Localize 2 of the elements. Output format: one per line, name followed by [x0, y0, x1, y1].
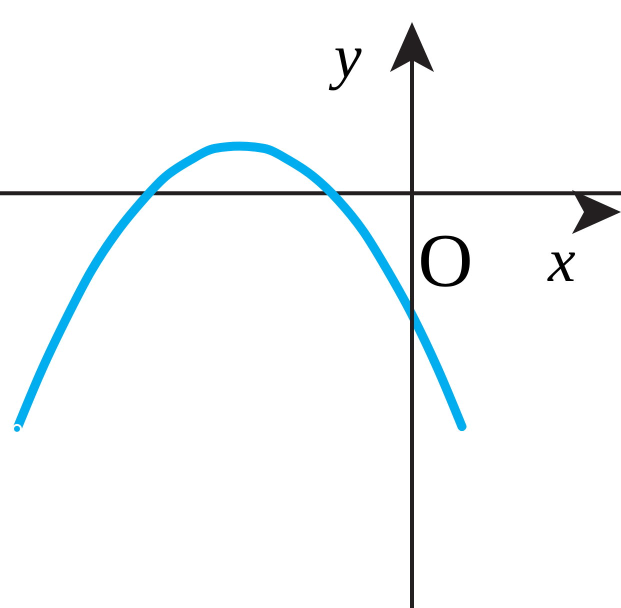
- x-axis-title: x: [548, 226, 576, 296]
- annotation: O: [418, 218, 473, 304]
